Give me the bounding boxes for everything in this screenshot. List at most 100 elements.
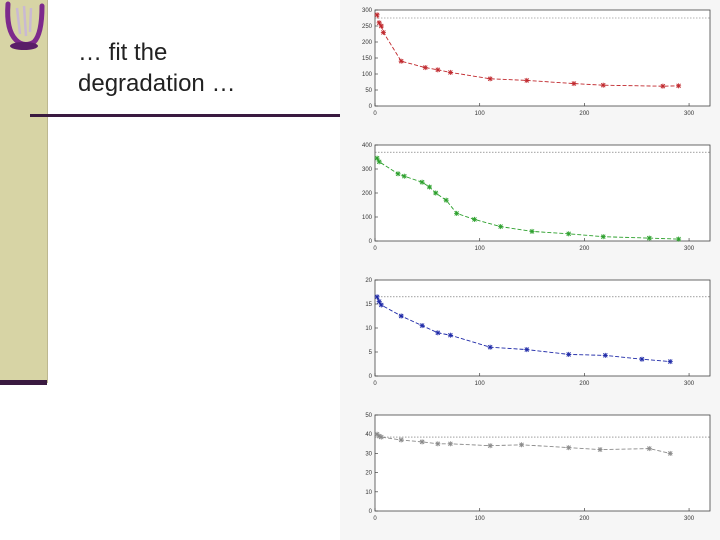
data-point [395,171,401,177]
data-point [487,76,493,82]
data-point [471,216,477,222]
figure-panel: 0 100 200 300 0 50 100 150 200 250 300 0 100 200 300 0… [340,0,720,540]
y-tick-label: 0 [369,239,373,245]
chart-panel-2: 0 100 200 300 0 100 200 300 400 [362,143,711,252]
y-tick-label: 150 [362,56,373,62]
data-point [529,228,535,234]
plot-frame [374,144,711,242]
data-point [378,23,384,29]
y-tick-label: 200 [362,40,373,46]
data-point [487,443,493,449]
data-point [646,446,652,452]
chart-panel-4: 0 100 200 300 0 10 20 30 40 50 [365,413,711,522]
data-point [447,441,453,447]
y-tick-label: 10 [365,490,372,496]
data-point [566,231,572,237]
y-tick-label: 40 [365,432,372,438]
data-point [398,313,404,319]
data-point [426,184,432,190]
data-point [380,29,386,35]
y-tick-label: 0 [369,374,373,380]
y-tick-label: 400 [362,143,373,149]
data-point [374,294,380,300]
data-point [398,58,404,64]
data-point [667,450,673,456]
y-tick-label: 20 [365,278,372,284]
data-point [571,81,577,87]
data-point [419,439,425,445]
data-point [602,352,608,358]
data-point [597,447,603,453]
y-tick-label: 10 [365,326,372,332]
data-point [435,330,441,336]
plot-frame [374,279,711,377]
data-point [667,359,673,365]
y-tick-label: 200 [362,191,373,197]
data-point [419,179,425,185]
data-point [600,82,606,88]
x-tick-label: 100 [475,516,486,522]
x-tick-label: 200 [579,381,590,387]
x-tick-label: 0 [373,516,377,522]
y-tick-label: 300 [362,8,373,14]
data-point [376,159,382,165]
data-point [676,236,682,242]
slide-title: … fit the degradation … [78,37,235,99]
data-point [435,441,441,447]
data-point [422,65,428,71]
x-tick-label: 200 [579,516,590,522]
sidebar-bottom-bar [0,380,47,385]
y-tick-label: 250 [362,24,373,30]
x-tick-label: 100 [475,246,486,252]
plot-frame [374,414,711,512]
data-point [566,445,572,451]
data-point [498,224,504,230]
x-tick-label: 200 [579,246,590,252]
x-tick-label: 0 [373,246,377,252]
data-point [378,434,384,440]
y-tick-label: 100 [362,215,373,221]
y-tick-label: 20 [365,471,372,477]
data-point [646,235,652,241]
y-tick-label: 30 [365,451,372,457]
plot-frame [374,9,711,107]
fit-curve [376,157,679,240]
title-rule [30,114,342,117]
data-point [660,83,666,89]
sidebar-band [0,0,47,383]
data-point [566,351,572,357]
y-tick-label: 100 [362,72,373,78]
data-point [519,442,525,448]
y-tick-label: 300 [362,167,373,173]
y-tick-label: 50 [365,413,372,419]
slide-title-line2: degradation … [78,70,236,97]
x-tick-label: 100 [475,381,486,387]
data-point [401,173,407,179]
y-tick-label: 15 [365,302,372,308]
x-tick-label: 0 [373,381,377,387]
data-point [374,12,380,18]
data-point [454,210,460,216]
x-tick-label: 100 [475,111,486,117]
logo-icon [5,1,45,50]
chart-panel-3: 0 100 200 300 0 5 10 15 20 [365,278,711,387]
y-tick-label: 0 [369,104,373,110]
data-point [374,155,380,161]
data-point [447,69,453,75]
data-point [447,332,453,338]
x-tick-label: 300 [684,381,695,387]
y-tick-label: 0 [369,509,373,515]
data-point [639,356,645,362]
data-point [435,67,441,73]
data-point [676,83,682,89]
data-point [398,437,404,443]
slide-title-line1: … fit the [78,39,168,66]
x-tick-label: 200 [579,111,590,117]
data-point [443,197,449,203]
x-tick-label: 300 [684,516,695,522]
sidebar-edge [47,0,48,383]
data-point [433,190,439,196]
data-point [487,344,493,350]
y-tick-label: 5 [369,350,373,356]
chart-panel-1: 0 100 200 300 0 50 100 150 200 250 300 [362,8,711,117]
